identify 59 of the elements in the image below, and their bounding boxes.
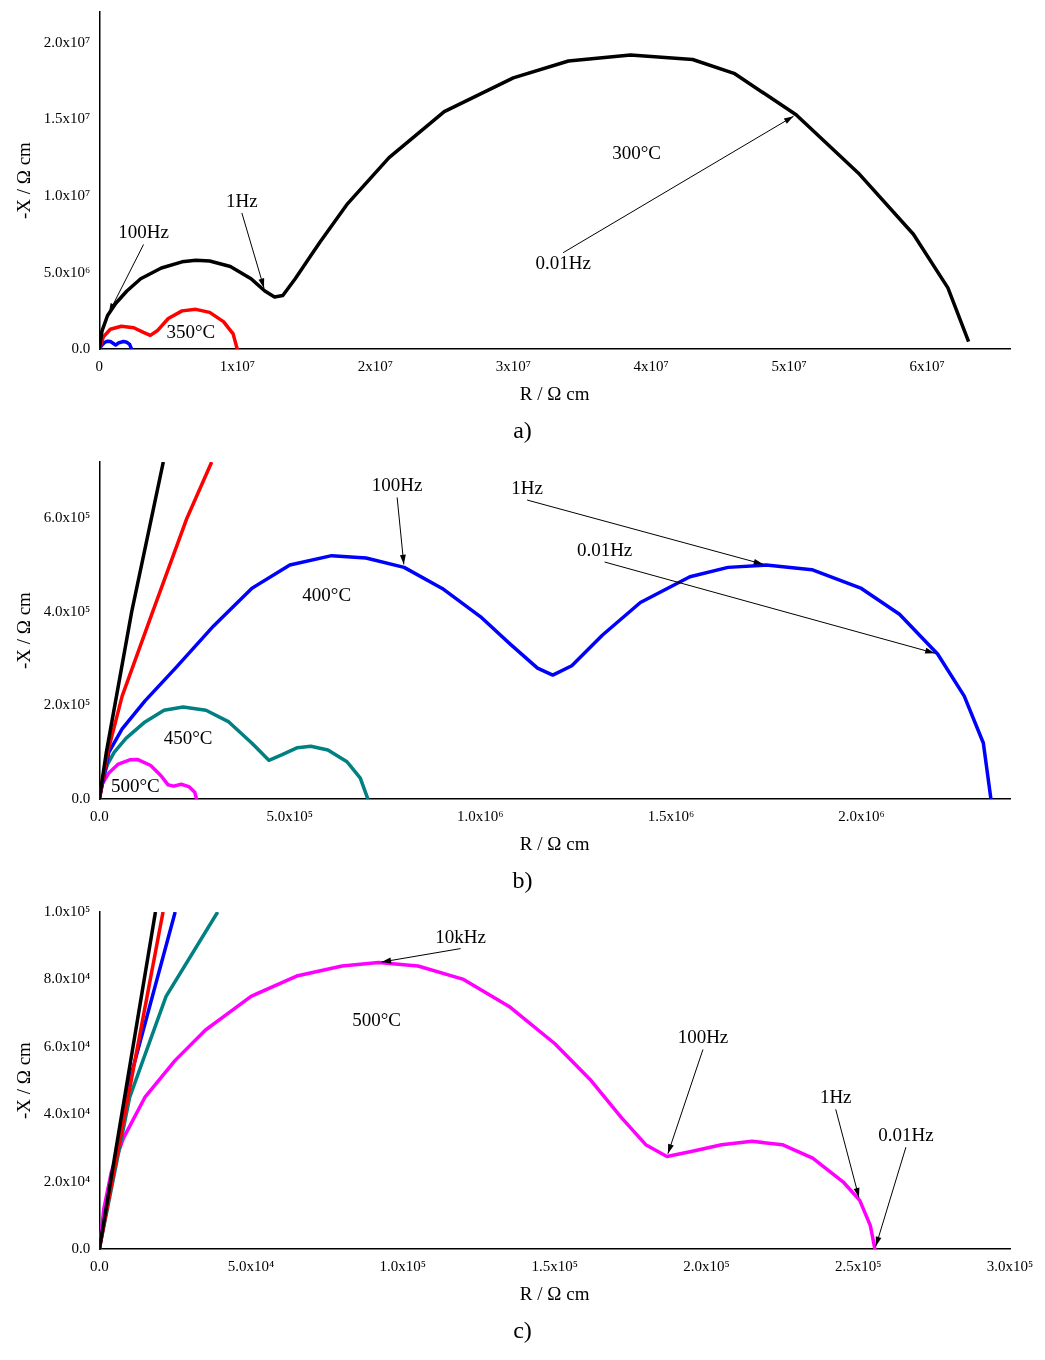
annotation: 1Hz [511, 477, 543, 499]
annotation: 0.01Hz [535, 251, 591, 273]
annotation: 100Hz [677, 1026, 729, 1048]
x-tick-label: 1.0x10⁵ [379, 1258, 427, 1275]
y-tick-label: 1.0x10⁵ [43, 902, 91, 919]
x-axis-title: R / Ω cm [519, 382, 590, 404]
x-tick-label: 0.0 [89, 808, 109, 825]
x-tick-label: 1.5x10⁵ [531, 1258, 578, 1275]
y-tick-label: 0.0 [71, 1240, 91, 1257]
y-tick-label: 8.0x10⁴ [43, 970, 91, 987]
x-tick-label: 3x10⁷ [495, 358, 531, 375]
text: c) [512, 1316, 533, 1345]
annotation: 1Hz [226, 189, 258, 211]
x-tick-label: 1x10⁷ [219, 358, 255, 375]
y-tick-label: 2.0x10⁷ [43, 33, 91, 50]
annotation: 350°C [166, 321, 216, 343]
x-tick-label: 4x10⁷ [633, 358, 669, 375]
annotation: 0.01Hz [576, 539, 633, 560]
x-axis-title: R / Ω cm [519, 1282, 590, 1304]
x-tick-label: 6x10⁷ [909, 358, 945, 375]
y-tick-label: 2.0x10⁴ [43, 1172, 91, 1189]
x-tick-label: 2.0x10⁵ [683, 1258, 730, 1275]
text: b) [511, 866, 534, 895]
annotation: 400°C [302, 583, 352, 605]
x-tick-label: 5x10⁷ [771, 358, 807, 375]
y-tick-label: 6.0x10⁵ [43, 509, 91, 526]
y-tick-label: 1.0x10⁷ [43, 186, 91, 203]
x-tick-label: 2.0x10⁶ [838, 808, 885, 825]
annotation: 500°C [110, 775, 160, 797]
y-tick-label: 0.0 [71, 790, 91, 807]
y-axis-title: -X / Ω cm [13, 1041, 35, 1120]
annotation: 1Hz [819, 1086, 852, 1108]
x-tick-label: 1.5x10⁶ [647, 808, 695, 825]
annotation: 10kHz [435, 925, 486, 947]
annotation: 300°C [612, 141, 661, 163]
x-tick-label: 5.0x10⁵ [266, 808, 314, 825]
x-tick-label: 0 [95, 358, 104, 375]
annotation: 100Hz [371, 474, 423, 496]
y-tick-label: 2.0x10⁵ [43, 696, 91, 713]
text: a) [512, 416, 533, 445]
y-axis-title: -X / Ω cm [13, 591, 35, 670]
y-tick-label: 4.0x10⁴ [43, 1105, 91, 1122]
y-tick-label: 6.0x10⁴ [43, 1037, 91, 1054]
x-axis-title: R / Ω cm [519, 832, 590, 854]
x-tick-label: 0.0 [89, 1258, 109, 1275]
x-tick-label: 5.0x10⁴ [227, 1258, 275, 1275]
y-tick-label: 4.0x10⁵ [43, 602, 91, 619]
x-tick-label: 2x10⁷ [357, 358, 393, 375]
x-tick-label: 2.5x10⁵ [834, 1258, 882, 1275]
y-axis-title: -X / Ω cm [13, 141, 35, 220]
annotation: 450°C [163, 726, 213, 748]
x-tick-label: 3.0x10⁵ [986, 1258, 1034, 1275]
annotation: 0.01Hz [878, 1124, 934, 1146]
annotation: 500°C [352, 1008, 401, 1030]
y-tick-label: 0.0 [71, 340, 91, 357]
x-tick-label: 1.0x10⁶ [457, 808, 504, 825]
y-tick-label: 1.5x10⁷ [43, 110, 91, 127]
y-tick-label: 5.0x10⁶ [43, 263, 91, 280]
annotation: 100Hz [118, 221, 169, 243]
